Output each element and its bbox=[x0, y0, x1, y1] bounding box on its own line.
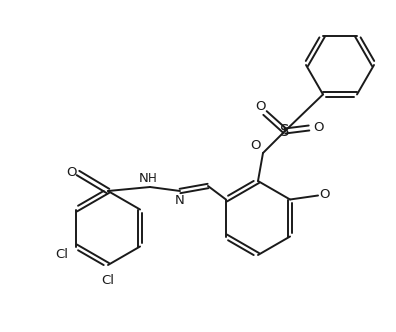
Text: O: O bbox=[255, 100, 265, 113]
Text: O: O bbox=[313, 121, 323, 133]
Text: N: N bbox=[175, 194, 185, 207]
Text: Cl: Cl bbox=[55, 248, 69, 261]
Text: N: N bbox=[139, 172, 149, 185]
Text: Cl: Cl bbox=[101, 275, 114, 288]
Text: H: H bbox=[148, 172, 156, 185]
Text: S: S bbox=[280, 124, 290, 138]
Text: O: O bbox=[319, 188, 329, 201]
Text: O: O bbox=[66, 165, 76, 179]
Text: O: O bbox=[250, 138, 260, 151]
